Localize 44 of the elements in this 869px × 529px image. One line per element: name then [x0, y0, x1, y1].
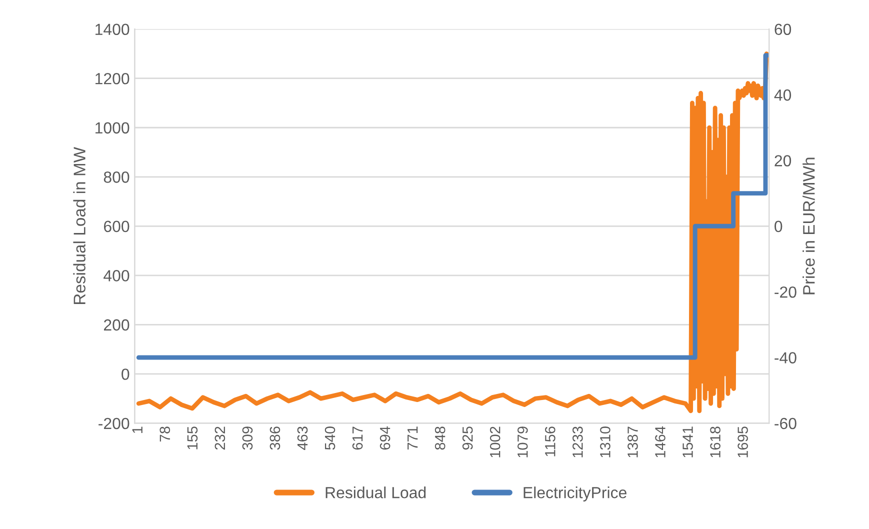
- x-tick-label: 771: [408, 426, 418, 450]
- x-tick-label: 1464: [655, 426, 666, 458]
- x-tick-label: 1541: [682, 426, 693, 458]
- x-tick-label: 1079: [517, 426, 528, 458]
- x-tick-label: 463: [297, 426, 308, 450]
- y-tick-label: 800: [104, 172, 130, 183]
- y-axis-title: Residual Load in MW: [73, 146, 86, 304]
- x-tick-label: 309: [242, 426, 253, 450]
- y-tick-label: 600: [104, 220, 130, 232]
- y-tick-label: 400: [104, 270, 130, 282]
- line-series: [136, 52, 769, 414]
- x-tick-label: 1: [132, 426, 142, 433]
- legend-label: Residual Load: [326, 486, 426, 498]
- y-tick-label: 1400: [96, 24, 130, 36]
- y-tick-label: -200: [98, 418, 130, 430]
- y2-tick-label: 0: [774, 220, 782, 232]
- y-tick-label: 1200: [96, 72, 130, 84]
- x-tick-label: 232: [214, 426, 226, 450]
- legend-label: ElectricityPrice: [524, 486, 626, 502]
- x-tick-label: 1233: [572, 426, 583, 458]
- x-tick-label: 848: [434, 426, 446, 450]
- x-tick-label: 925: [462, 426, 473, 450]
- x-tick-label: 1156: [545, 426, 556, 456]
- x-tick-label: 1695: [738, 426, 748, 458]
- y2-tick-label: 60: [774, 24, 792, 36]
- y-tick-label: 1000: [96, 122, 130, 134]
- x-tick-label: 694: [380, 426, 390, 450]
- y2-tick-label: -20: [774, 286, 796, 298]
- x-tick-label: 540: [324, 426, 336, 450]
- x-tick-label: 155: [187, 426, 198, 450]
- y2-tick-label: -60: [774, 418, 796, 430]
- x-tick-label: 78: [160, 426, 170, 442]
- y2-tick-label: 20: [774, 155, 792, 166]
- y2-tick-label: 40: [774, 89, 792, 101]
- y2-axis-title: Price in EUR/MWh: [802, 158, 815, 294]
- y2-tick-label: -40: [774, 352, 796, 364]
- y-tick-label: 0: [122, 368, 130, 380]
- x-tick-label: 386: [270, 426, 280, 450]
- x-tick-label: 1387: [628, 426, 638, 458]
- y-tick-label: 200: [104, 319, 130, 331]
- x-tick-label: 1002: [490, 426, 500, 458]
- x-tick-label: 1310: [600, 426, 610, 458]
- x-tick-label: 1618: [710, 426, 720, 458]
- x-tick-label: 617: [352, 426, 363, 450]
